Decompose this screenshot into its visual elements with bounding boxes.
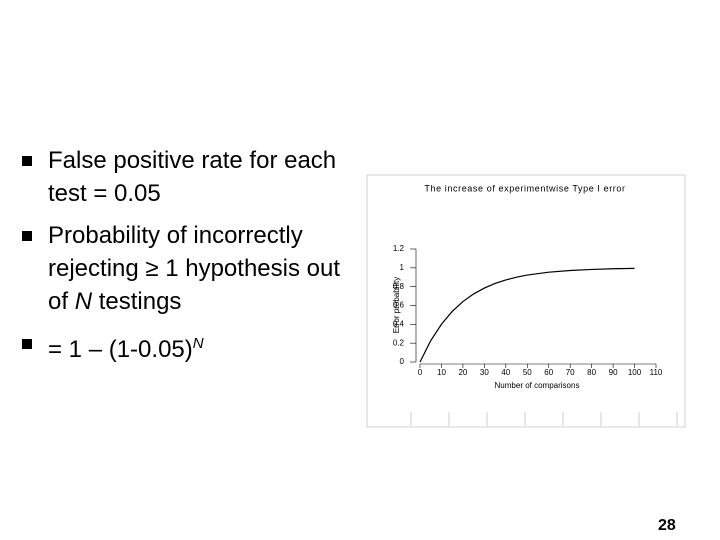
x-tick-label: 20 (458, 368, 467, 377)
x-tick-label: 100 (628, 368, 642, 377)
bullet: False positive rate for each test = 0.05 (22, 144, 352, 210)
y-tick-label: 0.4 (393, 319, 405, 328)
bullet-list: False positive rate for each test = 0.05… (22, 144, 352, 375)
x-tick-label: 50 (523, 368, 532, 377)
x-tick-label: 60 (544, 368, 553, 377)
x-tick-label: 30 (480, 368, 489, 377)
x-tick-label: 10 (437, 368, 446, 377)
x-tick-label: 80 (587, 368, 596, 377)
bullet-text: = 1 – (1-0.05) (48, 336, 193, 363)
y-tick-label: 0.6 (393, 301, 405, 310)
y-tick-label: 1.2 (393, 244, 405, 253)
x-tick-label: 70 (566, 368, 575, 377)
data-line (419, 267, 635, 363)
bullet-text: N (192, 335, 204, 352)
page-number: 28 (658, 517, 676, 534)
bullet-text: testings (92, 288, 182, 315)
y-tick-label: 0.8 (393, 282, 405, 291)
chart-title: The increase of experimentwise Type I er… (424, 183, 625, 193)
bullet: Probability of incorrectly rejecting ≥ 1… (22, 219, 352, 318)
bullet-text: N (74, 288, 93, 315)
x-axis-label: Number of comparisons (495, 381, 580, 390)
y-axis-label: Error probability (392, 277, 401, 333)
x-tick-label: 0 (418, 368, 423, 377)
bullet-marker (22, 156, 32, 166)
x-tick-label: 90 (609, 368, 618, 377)
bullet: = 1 – (1-0.05)N (22, 327, 352, 366)
x-tick-label: 110 (650, 368, 663, 377)
bullet-marker (22, 231, 32, 241)
bullet-text: Probability of incorrectly rejecting ≥ 1… (48, 222, 341, 315)
bullet-text: False positive rate for each test = 0.05 (48, 147, 337, 207)
y-tick-label: 1 (400, 263, 405, 272)
chart-frame (366, 174, 686, 428)
bullet-marker (22, 339, 32, 349)
x-tick-label: 40 (501, 368, 510, 377)
y-tick-label: 0.2 (393, 338, 405, 347)
y-tick-label: 0 (400, 357, 405, 366)
